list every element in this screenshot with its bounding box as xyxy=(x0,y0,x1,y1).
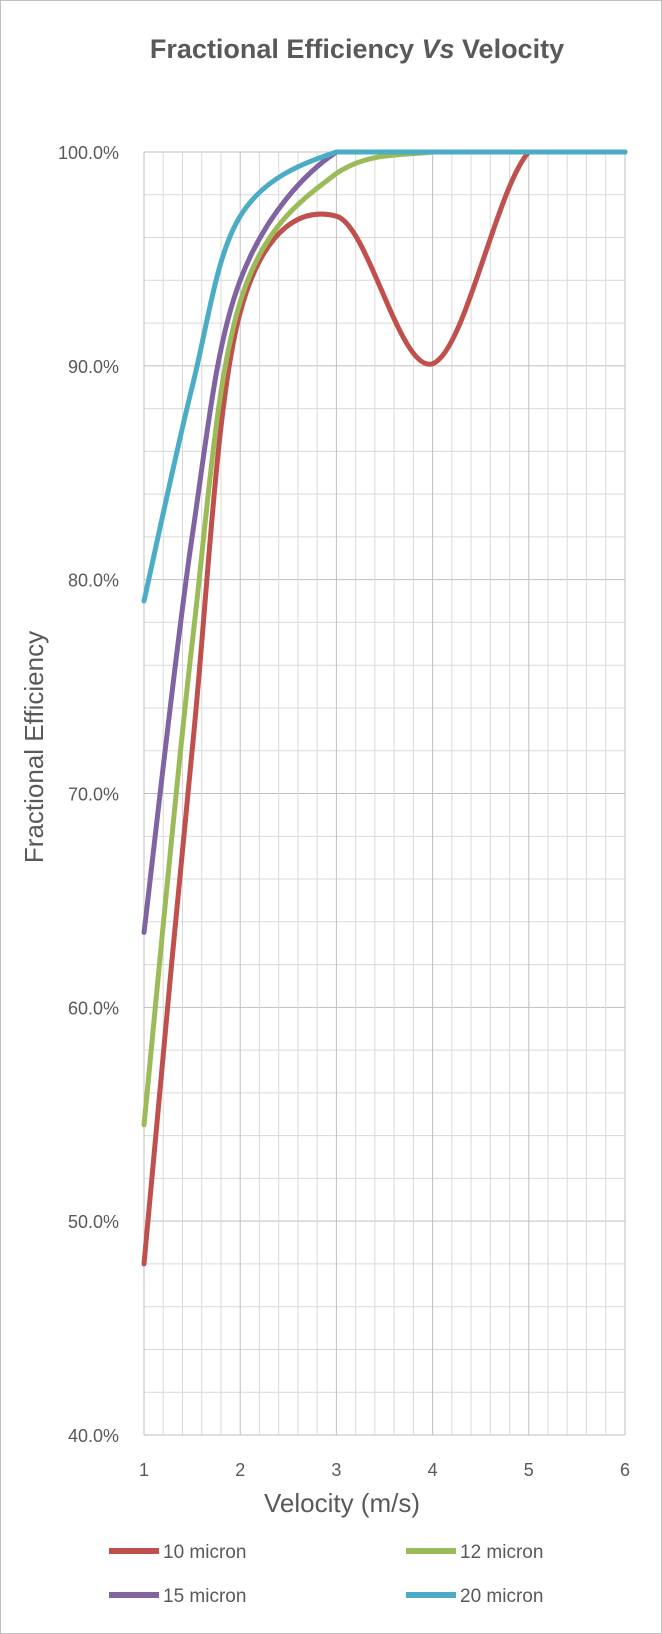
y-tick-label: 40.0% xyxy=(68,1426,119,1446)
legend-label-15-micron: 15 micron xyxy=(163,1586,246,1607)
legend-label-20-micron: 20 micron xyxy=(460,1586,543,1607)
y-axis-title: Fractional Efficiency xyxy=(19,631,49,863)
x-tick-label: 6 xyxy=(620,1460,630,1480)
x-tick-label: 3 xyxy=(331,1460,341,1480)
y-tick-label: 100.0% xyxy=(58,143,119,163)
y-tick-label: 70.0% xyxy=(68,785,119,805)
x-axis-title: Velocity (m/s) xyxy=(264,1488,420,1518)
x-tick-label: 2 xyxy=(235,1460,245,1480)
y-tick-label: 60.0% xyxy=(68,998,119,1018)
series-line-20-micron xyxy=(141,149,628,604)
series-line-10-micron xyxy=(141,149,628,1267)
tick-labels: 40.0% 50.0% 60.0% 70.0% 80.0% 90.0% 100.0% 1 2 3 4… xyxy=(58,143,630,1480)
x-tick-label: 1 xyxy=(139,1460,149,1480)
grid xyxy=(143,151,626,1436)
x-tick-label: 5 xyxy=(524,1460,534,1480)
legend-label-10-micron: 10 micron xyxy=(163,1542,246,1563)
y-tick-label: 90.0% xyxy=(68,357,119,377)
y-tick-label: 50.0% xyxy=(68,1212,119,1232)
series-lines xyxy=(141,149,628,1267)
legend: 10 micron 12 micron 15 micron 20 micron xyxy=(109,1542,543,1607)
legend-label-12-micron: 12 micron xyxy=(460,1542,543,1563)
chart-title: Fractional Efficiency Vs Velocity xyxy=(150,34,564,64)
x-tick-label: 4 xyxy=(428,1460,438,1480)
y-tick-label: 80.0% xyxy=(68,571,119,591)
series-line-15-micron xyxy=(141,149,628,935)
